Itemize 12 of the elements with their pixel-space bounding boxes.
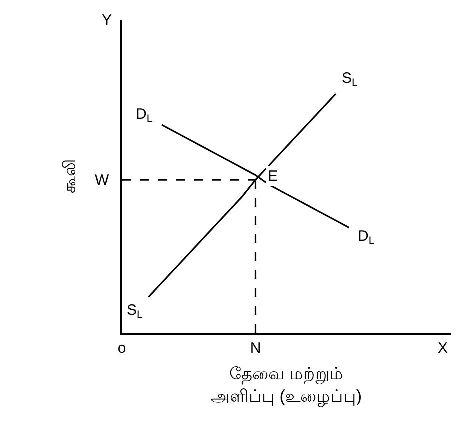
x-tick-label: X [438, 340, 448, 357]
y-axis-title: கூலி [60, 160, 80, 194]
x-tick-label: N [250, 340, 262, 357]
text: Y [102, 12, 112, 29]
series-label: S$_{L}$ [127, 302, 144, 322]
x-tick-label: o [118, 340, 126, 357]
annotation: E [268, 168, 278, 185]
text: D$_{L}$ [136, 106, 153, 126]
series-label: D$_{L}$ [358, 228, 375, 248]
x-axis-title: தேவை மற்றும் அளிப்பு (உழைப்பு) [210, 364, 362, 406]
text: S$_{L}$ [342, 70, 358, 90]
series-label: W [95, 172, 110, 189]
